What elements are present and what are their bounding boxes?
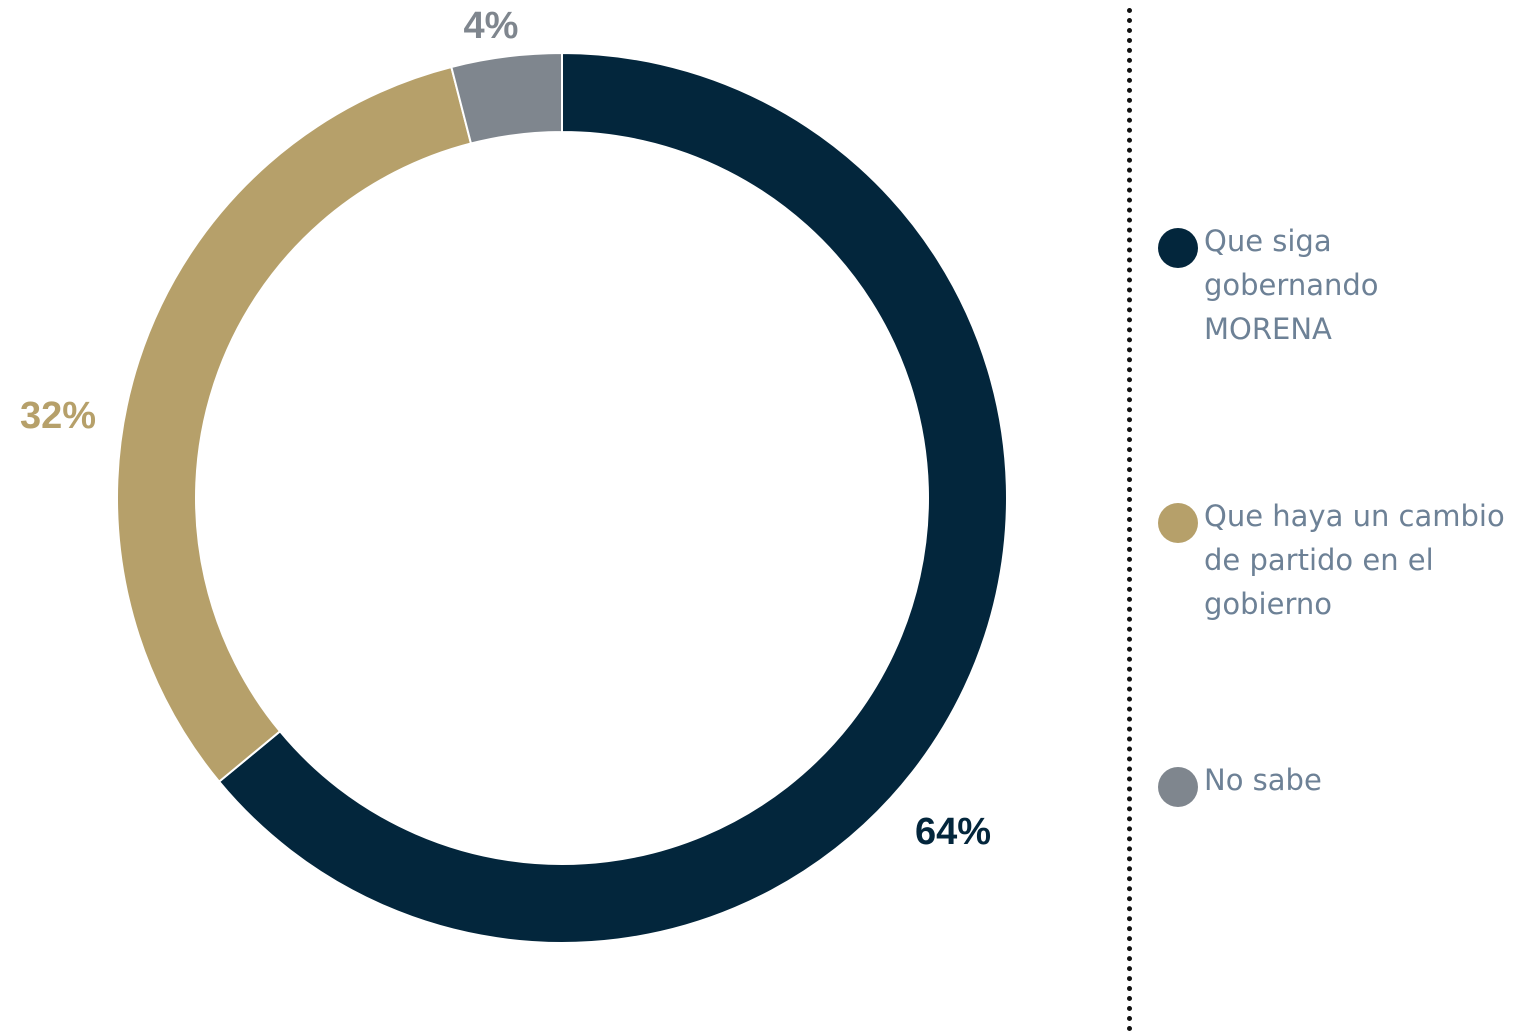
donut-chart: 64% 32% 4% <box>20 5 1008 944</box>
legend-label-morena: Que siga gobernando MORENA <box>1204 224 1379 346</box>
legend-swatch-no-sabe <box>1158 767 1198 807</box>
legend-swatch-morena <box>1158 228 1198 268</box>
slice-no-sabe <box>450 51 563 145</box>
data-label-no-sabe: 4% <box>464 5 519 47</box>
data-label-morena: 64% <box>915 811 991 853</box>
legend-label-cambio: Que haya un cambio de partido en el gobi… <box>1204 499 1505 621</box>
slice-cambio <box>116 65 473 784</box>
dotted-divider <box>1127 8 1132 1032</box>
legend-item-cambio: Que haya un cambio de partido en el gobi… <box>1158 499 1514 626</box>
legend-item-morena: Que siga gobernando MORENA <box>1158 224 1514 351</box>
legend-item-no-sabe: No sabe <box>1158 763 1514 807</box>
legend-swatch-cambio <box>1158 503 1198 543</box>
slice-morena <box>217 51 1008 944</box>
legend: Que siga gobernando MORENA Que haya un c… <box>1158 0 1518 1032</box>
data-label-cambio: 32% <box>20 395 96 437</box>
legend-label-no-sabe: No sabe <box>1204 763 1322 797</box>
